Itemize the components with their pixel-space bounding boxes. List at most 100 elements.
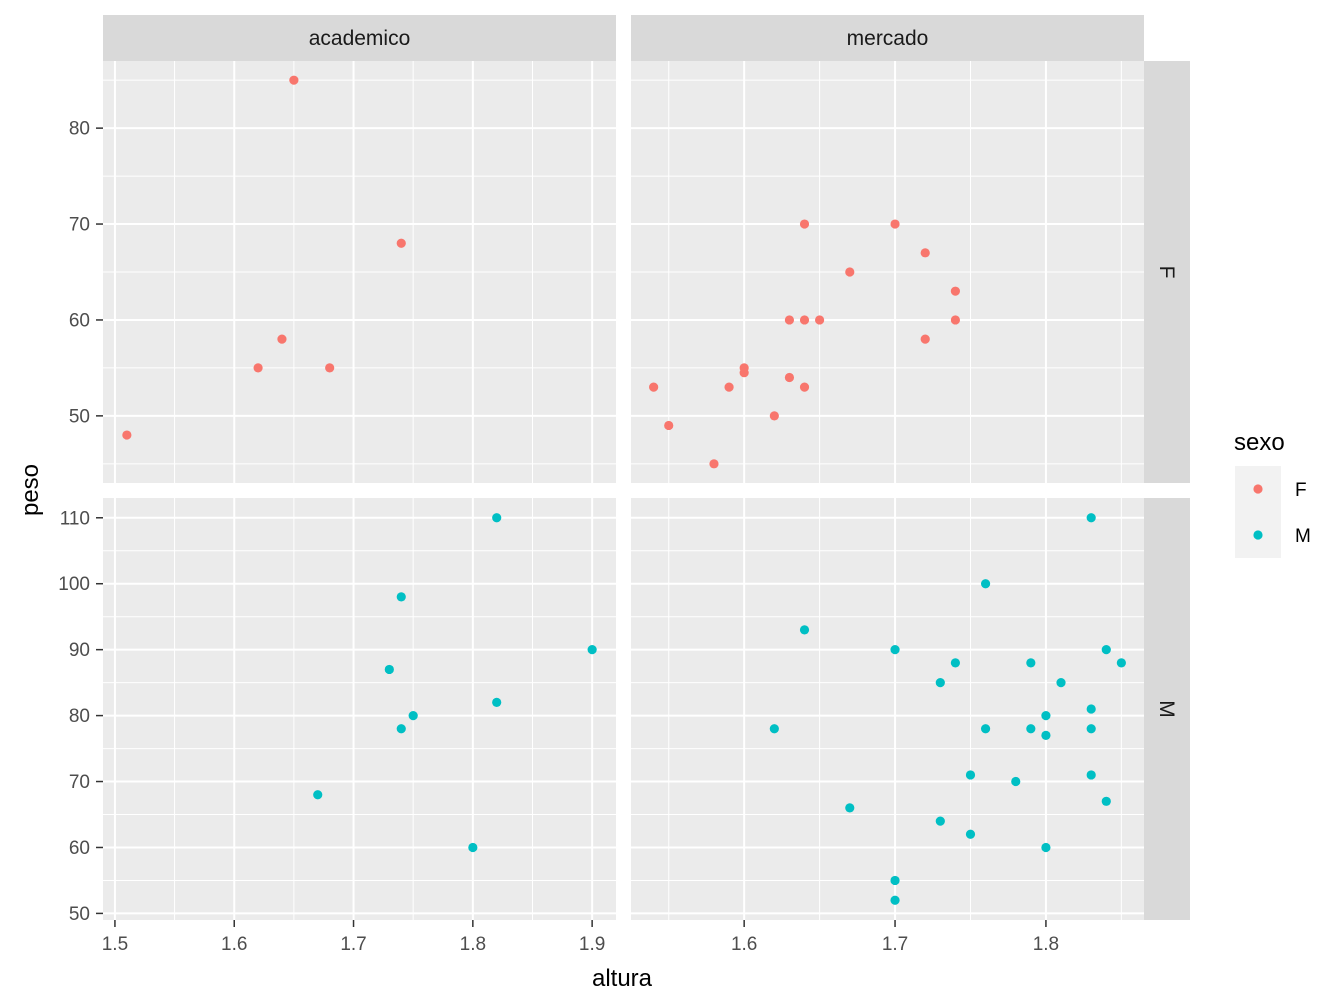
data-point bbox=[1101, 796, 1111, 806]
data-point bbox=[396, 238, 406, 248]
data-point bbox=[408, 710, 418, 721]
data-point bbox=[935, 816, 945, 826]
strip-academico: academico bbox=[103, 15, 616, 61]
data-point bbox=[845, 803, 855, 813]
strip-M: M bbox=[1144, 498, 1190, 920]
data-point bbox=[1086, 704, 1096, 714]
strip-background bbox=[1144, 498, 1190, 920]
data-point bbox=[799, 382, 810, 392]
data-point bbox=[739, 368, 749, 378]
data-point bbox=[1041, 710, 1051, 721]
legend: sexo FM bbox=[1234, 429, 1311, 558]
data-point bbox=[1056, 678, 1066, 688]
strip-label: F bbox=[1155, 266, 1178, 279]
x-tick-label: 1.7 bbox=[882, 934, 908, 955]
data-point bbox=[384, 664, 394, 675]
data-point bbox=[1086, 513, 1096, 523]
data-point bbox=[1041, 842, 1051, 853]
y-tick-label: 90 bbox=[69, 640, 90, 661]
x-tick-label: 1.8 bbox=[1033, 934, 1059, 955]
y-axis-M: 50 60 70 80 90 100 110 bbox=[58, 508, 103, 925]
data-point bbox=[253, 363, 263, 373]
legend-key-point bbox=[1253, 530, 1263, 540]
data-point bbox=[1116, 658, 1126, 668]
y-axis-F: 50 60 70 80 bbox=[69, 119, 103, 427]
data-point bbox=[396, 724, 406, 734]
data-point bbox=[1041, 730, 1051, 740]
data-point bbox=[799, 219, 810, 229]
y-tick-label: 70 bbox=[69, 215, 90, 236]
legend-title: sexo bbox=[1234, 429, 1285, 456]
x-tick-label: 1.6 bbox=[731, 934, 757, 955]
y-axis-title: peso bbox=[17, 464, 44, 516]
data-point bbox=[587, 645, 597, 655]
data-point bbox=[492, 513, 502, 523]
data-point bbox=[950, 315, 960, 325]
strip-label: M bbox=[1155, 700, 1178, 718]
data-point bbox=[980, 724, 991, 734]
data-point bbox=[769, 724, 779, 734]
data-point bbox=[965, 770, 976, 780]
data-point bbox=[122, 430, 132, 440]
data-point bbox=[920, 334, 930, 344]
panels-layer bbox=[103, 61, 1144, 920]
data-point bbox=[313, 790, 323, 800]
data-point bbox=[950, 658, 960, 668]
data-point bbox=[784, 372, 795, 383]
strip-background bbox=[103, 15, 616, 61]
y-tick-label: 50 bbox=[69, 406, 90, 427]
strip-background bbox=[631, 15, 1144, 61]
data-point bbox=[890, 219, 900, 229]
points-academico-F bbox=[122, 75, 406, 440]
data-point bbox=[845, 267, 855, 277]
legend-keys: FM bbox=[1235, 466, 1311, 558]
x-tick-label: 1.6 bbox=[221, 934, 247, 955]
data-point bbox=[920, 248, 930, 258]
data-point bbox=[890, 645, 900, 655]
strip-label: mercado bbox=[847, 27, 929, 50]
data-point bbox=[799, 625, 810, 635]
x-axis-mercado: 1.6 1.7 1.8 bbox=[731, 920, 1059, 955]
y-tick-label: 80 bbox=[69, 706, 90, 727]
points-mercado-M bbox=[769, 513, 1126, 905]
data-point bbox=[980, 579, 991, 589]
strip-background bbox=[1144, 61, 1190, 483]
y-tick-label: 60 bbox=[69, 310, 90, 331]
strip-mercado: mercado bbox=[631, 15, 1144, 61]
legend-entry-M: M bbox=[1235, 512, 1311, 558]
data-point bbox=[935, 678, 945, 688]
strips-layer: academico mercado F M bbox=[103, 15, 1190, 920]
data-point bbox=[1086, 770, 1096, 780]
data-point bbox=[492, 697, 502, 708]
legend-label: M bbox=[1295, 526, 1311, 547]
panel-background bbox=[103, 498, 616, 920]
data-point bbox=[784, 315, 795, 325]
data-point bbox=[325, 363, 335, 373]
points-mercado-F bbox=[649, 219, 960, 469]
y-tick-label: 100 bbox=[58, 574, 90, 595]
data-point bbox=[1101, 645, 1111, 655]
x-tick-label: 1.8 bbox=[460, 934, 486, 955]
panel-mercado-F bbox=[631, 61, 1144, 483]
data-point bbox=[1026, 724, 1036, 734]
data-point bbox=[1026, 658, 1036, 668]
legend-key-point bbox=[1253, 484, 1263, 494]
panel-academico-M bbox=[103, 498, 616, 920]
data-point bbox=[709, 459, 719, 469]
data-point bbox=[890, 875, 900, 886]
data-point bbox=[965, 829, 976, 839]
y-tick-label: 60 bbox=[69, 838, 90, 859]
legend-entry-F: F bbox=[1235, 466, 1307, 512]
data-point bbox=[799, 315, 810, 325]
data-point bbox=[1086, 724, 1096, 734]
y-tick-label: 110 bbox=[60, 508, 90, 529]
strip-F: F bbox=[1144, 61, 1190, 483]
x-tick-label: 1.9 bbox=[579, 934, 605, 955]
panel-background bbox=[631, 498, 1144, 920]
legend-label: F bbox=[1295, 480, 1307, 501]
x-axis-title: altura bbox=[592, 965, 653, 992]
data-point bbox=[396, 592, 406, 602]
data-point bbox=[649, 382, 659, 392]
data-point bbox=[950, 286, 960, 296]
